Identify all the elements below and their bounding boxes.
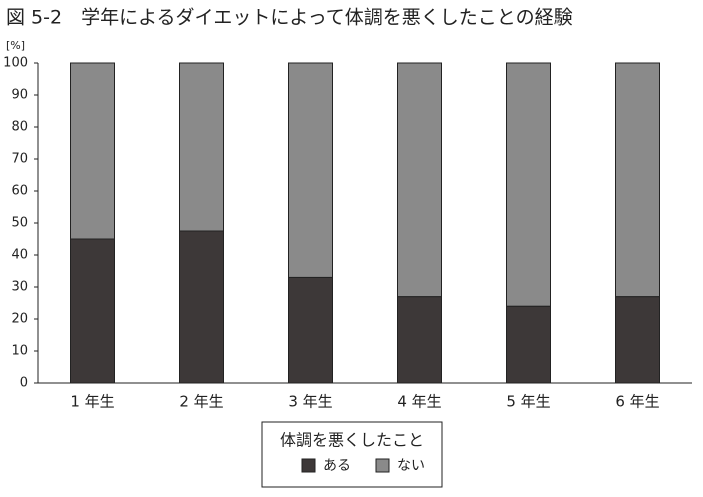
x-tick-label: 5 年生 — [506, 393, 550, 411]
bar-segment — [397, 62, 442, 298]
y-unit: [%] — [6, 39, 25, 52]
bar-segment — [397, 296, 442, 384]
x-tick-label: 4 年生 — [397, 393, 441, 411]
bar-segment — [506, 305, 551, 384]
y-tick-label: 20 — [11, 312, 28, 327]
y-tick-label: 60 — [11, 184, 28, 199]
legend-label: ない — [397, 458, 425, 474]
x-tick-label: 6 年生 — [615, 393, 659, 411]
bar-segment — [70, 238, 115, 384]
bar-segment — [615, 296, 660, 384]
x-tick-label: 3 年生 — [288, 393, 332, 411]
legend-title: 体調を悪くしたこと — [280, 431, 424, 450]
y-tick-label: 30 — [11, 280, 28, 295]
bar-segment — [506, 62, 551, 307]
x-tick-label: 2 年生 — [179, 393, 223, 411]
legend-label: ある — [323, 458, 351, 474]
bar-segment — [179, 230, 224, 384]
bar-segment — [615, 62, 660, 298]
y-tick-label: 90 — [11, 88, 28, 103]
chart-title: 図 5-2 学年によるダイエットによって体調を悪くしたことの経験 — [6, 7, 573, 29]
bar-segment — [70, 62, 115, 240]
bar-segment — [179, 62, 224, 232]
y-tick-label: 50 — [11, 216, 28, 231]
y-tick-label: 100 — [3, 56, 28, 71]
legend-box — [261, 421, 443, 488]
legend-swatch — [375, 458, 390, 473]
y-tick-label: 40 — [11, 248, 28, 263]
y-tick-label: 10 — [11, 344, 28, 359]
y-tick-label: 0 — [20, 376, 28, 391]
bar-segment — [288, 276, 333, 384]
y-tick-label: 80 — [11, 120, 28, 135]
legend-swatch — [301, 458, 316, 473]
y-tick-label: 70 — [11, 152, 28, 167]
x-tick-label: 1 年生 — [70, 393, 114, 411]
bar-segment — [288, 62, 333, 278]
